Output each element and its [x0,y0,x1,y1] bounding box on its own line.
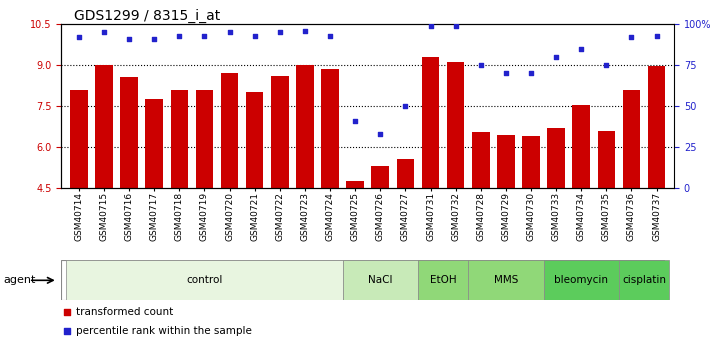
Point [500,71,512,76]
Bar [468,260,544,300]
Bar [346,181,364,188]
Point [450,23,461,29]
Bar [397,159,414,188]
Bar [472,132,490,188]
Point [123,36,135,42]
Bar [623,90,640,188]
Bar [95,65,112,188]
Point [224,30,235,35]
Point [374,131,386,137]
Point [274,30,286,35]
Point [61,309,73,315]
Bar [447,62,464,188]
Bar [70,90,88,188]
Bar [195,90,213,188]
Bar [171,90,188,188]
Point [575,46,587,51]
Text: GDS1299 / 8315_i_at: GDS1299 / 8315_i_at [74,9,220,23]
Point [199,33,211,38]
Bar [296,65,314,188]
Bar [497,135,515,188]
Text: bleomycin: bleomycin [554,275,609,285]
Bar [221,73,239,188]
Bar [66,260,342,300]
Point [525,71,536,76]
Bar [418,260,468,300]
Bar [342,260,418,300]
Point [249,33,260,38]
Point [425,23,436,29]
Text: percentile rank within the sample: percentile rank within the sample [76,326,252,336]
Point [324,33,336,38]
Bar [246,92,263,188]
Point [299,28,311,33]
Point [149,36,160,42]
Bar [522,136,540,188]
Bar [120,77,138,188]
Text: MMS: MMS [494,275,518,285]
Text: cisplatin: cisplatin [622,275,666,285]
Point [174,33,185,38]
Bar [371,166,389,188]
Text: NaCl: NaCl [368,275,392,285]
Bar [422,57,439,188]
Bar [544,260,619,300]
Point [73,34,84,40]
Point [651,33,663,38]
Bar [547,128,565,188]
Bar [572,105,590,188]
Text: agent: agent [4,275,36,285]
Point [601,62,612,68]
Text: control: control [186,275,223,285]
Bar [619,260,669,300]
Text: EtOH: EtOH [430,275,456,285]
Text: transformed count: transformed count [76,307,173,317]
Bar [647,67,665,188]
Bar [146,99,163,188]
Bar [322,69,339,188]
Point [61,328,73,334]
Point [399,104,411,109]
Point [98,30,110,35]
Point [475,62,487,68]
Bar [598,131,615,188]
Bar [271,76,288,188]
Point [350,118,361,124]
Point [626,34,637,40]
Point [550,54,562,60]
